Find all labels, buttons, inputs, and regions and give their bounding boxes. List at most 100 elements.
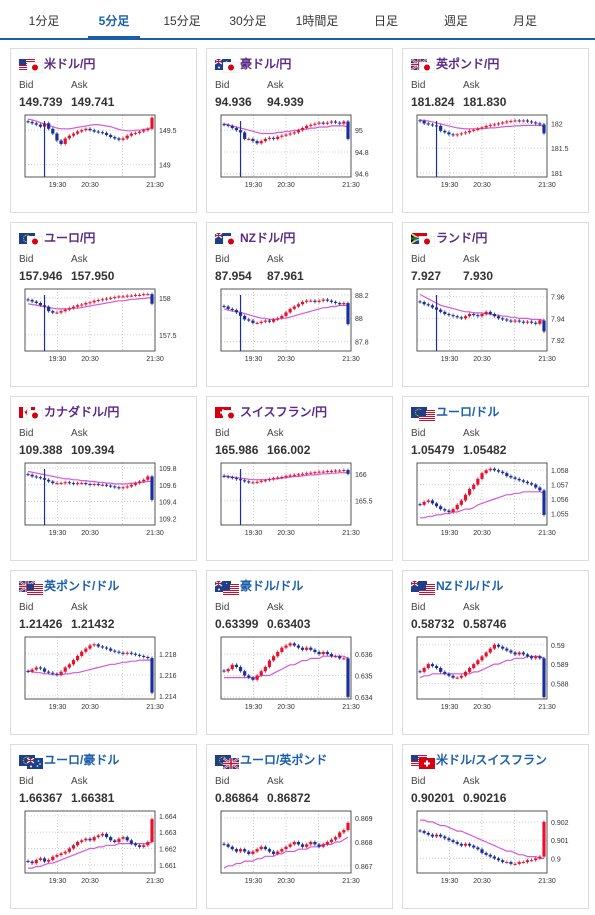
candle: [88, 302, 92, 304]
rate-card[interactable]: ユーロ/ドル Bid Ask 1.05479 1.05482 1.055 1.056 1.05…: [402, 396, 589, 561]
candle: [96, 644, 100, 647]
candle: [272, 656, 276, 661]
candle: [521, 480, 525, 482]
rate-card[interactable]: カナダドル/円 Bid Ask 109.388 109.394 109.2 109.4 109…: [10, 396, 197, 561]
rate-card[interactable]: ユーロ/円 Bid Ask 157.946 157.950 157.5 158 19:30 20…: [10, 222, 197, 387]
candle: [26, 474, 30, 476]
rate-card[interactable]: スイスフラン/円 Bid Ask 165.986 166.002 165.5 166 19:3…: [206, 396, 393, 561]
rate-card[interactable]: 英ポンド/円 Bid Ask 181.824 181.830 181 181.5 182 19:…: [402, 48, 589, 213]
rate-card[interactable]: ユーロ/英ポンド Bid Ask 0.86864 0.86872 0.867 0.868 0.…: [206, 744, 393, 909]
candle: [30, 861, 34, 864]
tab-5[interactable]: 1時間足: [295, 14, 339, 28]
candle: [476, 847, 480, 850]
candle: [100, 299, 104, 301]
pair-name[interactable]: スイスフラン/円: [240, 405, 327, 419]
candle: [468, 488, 472, 495]
rate-card[interactable]: 英ポンド/ドル Bid Ask 1.21426 1.21432 1.214 1.216 1.2…: [10, 570, 197, 735]
candle: [80, 840, 84, 842]
x-tick-label: 20:30: [81, 356, 99, 363]
candle: [109, 297, 113, 299]
ask-value: 0.58746: [463, 617, 507, 631]
candle: [426, 500, 430, 502]
candle: [226, 476, 230, 478]
candle: [488, 648, 492, 653]
rate-card[interactable]: NZドル/ドル Bid Ask 0.58732 0.58746 0.588 0.589 0.5…: [402, 570, 589, 735]
rate-card[interactable]: 豪ドル/ドル Bid Ask 0.63399 0.63403 0.634 0.635 0.63…: [206, 570, 393, 735]
rate-card[interactable]: ユーロ/豪ドル Bid Ask 1.66367 1.66381 1.661 1.662 1.6…: [10, 744, 197, 909]
rate-card[interactable]: 豪ドル/円 Bid Ask 94.936 94.939 94.6 94.8 95 19:30 20…: [206, 48, 393, 213]
candle: [447, 673, 451, 676]
candle: [263, 666, 267, 672]
candle: [317, 651, 321, 655]
tab-6[interactable]: 日足: [373, 14, 398, 28]
ask-value: 1.21432: [71, 617, 115, 631]
bid-label: Bid: [215, 776, 230, 787]
candle: [430, 834, 434, 837]
candle: [113, 840, 117, 842]
pair-name[interactable]: NZドル/円: [240, 231, 296, 245]
tab-8[interactable]: 月足: [512, 14, 537, 28]
rate-card[interactable]: 米ドル/円 Bid Ask 149.739 149.741 149 149.5 19:30 20…: [10, 48, 197, 213]
pair-name[interactable]: 豪ドル/ドル: [240, 579, 304, 593]
y-tick-label: 0.635: [355, 673, 373, 680]
candle: [492, 468, 496, 471]
tab-4[interactable]: 30分足: [229, 14, 267, 28]
candle: [472, 484, 476, 489]
candle: [121, 652, 125, 654]
tab-7[interactable]: 週足: [443, 14, 468, 28]
candle: [30, 300, 34, 302]
tab-2[interactable]: 5分足: [88, 0, 140, 40]
y-tick-label: 158: [159, 296, 171, 303]
bid-value: 1.66367: [19, 791, 63, 805]
candle: [292, 306, 296, 309]
bid-value: 1.05479: [411, 443, 455, 457]
candle: [542, 320, 546, 332]
flag-us-icon: [419, 584, 435, 595]
candle: [42, 668, 47, 672]
tab-1[interactable]: 1分足: [28, 14, 60, 28]
candle: [34, 667, 38, 670]
candle: [488, 124, 492, 126]
x-tick-label: 20:30: [81, 182, 99, 189]
candle: [496, 858, 501, 861]
pair-name[interactable]: 英ポンド/ドル: [44, 579, 120, 593]
candle: [80, 651, 84, 656]
candle: [238, 666, 243, 672]
candle: [230, 308, 234, 311]
pair-name[interactable]: ユーロ/円: [44, 231, 96, 245]
bid-label: Bid: [215, 254, 230, 265]
candle: [247, 675, 251, 678]
pair-name[interactable]: NZドル/ドル: [436, 579, 504, 593]
candle: [447, 314, 451, 316]
pair-name[interactable]: ユーロ/ドル: [436, 405, 500, 419]
candle: [47, 123, 51, 129]
candle: [530, 121, 534, 123]
candle: [26, 299, 30, 301]
pair-name[interactable]: ランド/円: [436, 231, 488, 245]
rate-card[interactable]: ランド/円 Bid Ask 7.927 7.930 7.92 7.94 7.96 19:30 20…: [402, 222, 589, 387]
pair-name[interactable]: ユーロ/英ポンド: [240, 753, 328, 767]
candle: [418, 830, 422, 832]
candle: [267, 479, 272, 481]
pair-name[interactable]: カナダドル/円: [44, 405, 120, 419]
pair-name[interactable]: ユーロ/豪ドル: [44, 753, 120, 767]
bid-value: 1.21426: [19, 617, 63, 631]
rate-card[interactable]: NZドル/円 Bid Ask 87.954 87.961 87.8 88 88.2 19:30 2…: [206, 222, 393, 387]
candle: [534, 122, 538, 124]
candle: [55, 855, 59, 857]
y-tick-label: 88: [355, 316, 363, 323]
candle: [76, 842, 80, 846]
tab-3[interactable]: 15分足: [163, 14, 201, 28]
candle: [426, 832, 430, 835]
candle: [509, 320, 513, 322]
pair-name[interactable]: 米ドル/スイスフラン: [436, 753, 547, 767]
rate-card[interactable]: 米ドル/スイスフラン Bid Ask 0.90201 0.90216 0.9 0.901 0.…: [402, 744, 589, 909]
candle: [92, 483, 96, 485]
ask-label: Ask: [71, 602, 88, 613]
pair-name[interactable]: 英ポンド/円: [436, 57, 500, 71]
pair-name[interactable]: 豪ドル/円: [240, 57, 292, 71]
candle: [451, 675, 455, 678]
candle: [129, 295, 133, 297]
pair-name[interactable]: 米ドル/円: [44, 57, 96, 71]
candle: [305, 473, 309, 475]
